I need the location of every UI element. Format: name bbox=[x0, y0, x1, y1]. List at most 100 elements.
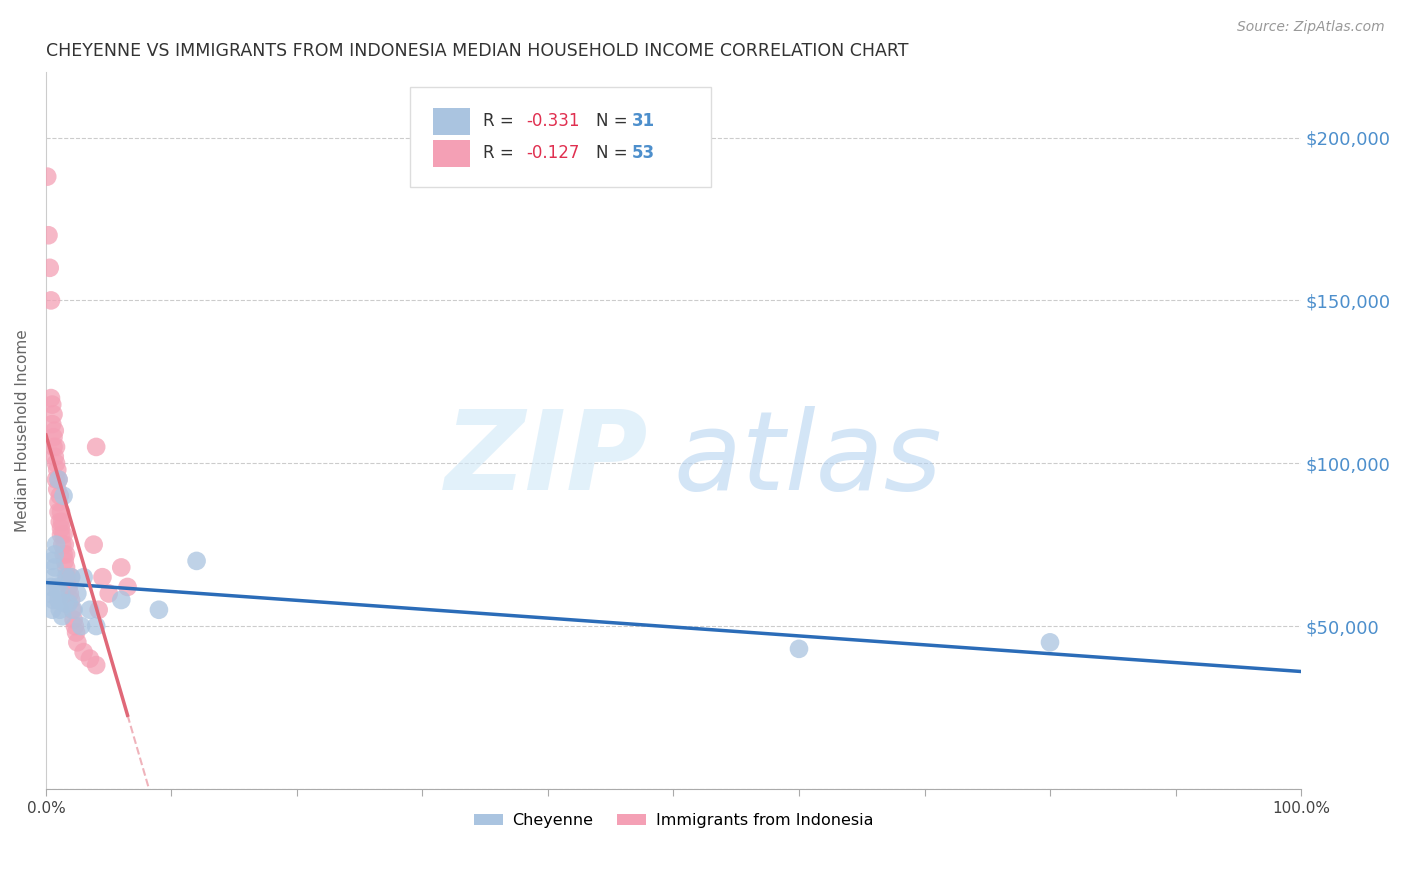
Y-axis label: Median Household Income: Median Household Income bbox=[15, 329, 30, 532]
Point bbox=[53, 596, 76, 610]
Text: atlas: atlas bbox=[673, 406, 942, 513]
Bar bbox=[433, 140, 470, 167]
Text: 31: 31 bbox=[633, 112, 655, 130]
Point bbox=[58, 580, 80, 594]
Point bbox=[51, 609, 73, 624]
Point bbox=[56, 570, 79, 584]
Text: N =: N = bbox=[596, 112, 633, 130]
Point bbox=[42, 430, 65, 444]
Point bbox=[42, 440, 65, 454]
Point bbox=[39, 391, 62, 405]
Point bbox=[70, 619, 93, 633]
Point bbox=[60, 570, 83, 584]
Point bbox=[44, 450, 66, 464]
Text: 53: 53 bbox=[633, 145, 655, 162]
Point bbox=[52, 489, 75, 503]
Point bbox=[72, 645, 94, 659]
Point bbox=[84, 619, 107, 633]
Point bbox=[46, 580, 69, 594]
Point bbox=[63, 619, 86, 633]
Point bbox=[51, 515, 73, 529]
Point bbox=[45, 440, 67, 454]
Point bbox=[41, 398, 63, 412]
Point bbox=[60, 593, 83, 607]
Point bbox=[66, 635, 89, 649]
Point bbox=[48, 505, 70, 519]
Point bbox=[39, 293, 62, 308]
Point bbox=[49, 505, 72, 519]
Text: ZIP: ZIP bbox=[444, 406, 648, 513]
Point bbox=[49, 603, 72, 617]
Point bbox=[49, 521, 72, 535]
Text: -0.127: -0.127 bbox=[527, 145, 581, 162]
Point bbox=[49, 515, 72, 529]
Point bbox=[66, 586, 89, 600]
Point bbox=[41, 603, 63, 617]
Point bbox=[65, 625, 87, 640]
Point bbox=[48, 473, 70, 487]
Point bbox=[45, 473, 67, 487]
Point bbox=[45, 538, 67, 552]
Point bbox=[72, 570, 94, 584]
Point bbox=[55, 560, 77, 574]
Point bbox=[42, 408, 65, 422]
Point bbox=[110, 560, 132, 574]
Bar bbox=[433, 108, 470, 135]
Point bbox=[60, 603, 83, 617]
Point bbox=[44, 424, 66, 438]
Point bbox=[39, 580, 62, 594]
Point bbox=[1039, 635, 1062, 649]
Point bbox=[48, 473, 70, 487]
Point bbox=[42, 593, 65, 607]
Point bbox=[62, 603, 84, 617]
Point bbox=[148, 603, 170, 617]
Point bbox=[51, 538, 73, 552]
Point bbox=[45, 456, 67, 470]
Point bbox=[60, 570, 83, 584]
Point bbox=[52, 528, 75, 542]
Point bbox=[44, 548, 66, 562]
Point bbox=[44, 560, 66, 574]
Point bbox=[62, 613, 84, 627]
Point bbox=[48, 495, 70, 509]
Point bbox=[787, 641, 810, 656]
Point bbox=[48, 593, 70, 607]
Point bbox=[52, 548, 75, 562]
Point bbox=[91, 570, 114, 584]
Point bbox=[49, 586, 72, 600]
Text: R =: R = bbox=[482, 112, 519, 130]
Text: -0.331: -0.331 bbox=[527, 112, 581, 130]
Point bbox=[110, 593, 132, 607]
Point bbox=[46, 463, 69, 477]
Point bbox=[38, 586, 60, 600]
Point bbox=[41, 417, 63, 431]
Point bbox=[37, 169, 59, 184]
Legend: Cheyenne, Immigrants from Indonesia: Cheyenne, Immigrants from Indonesia bbox=[468, 807, 879, 835]
Point bbox=[58, 596, 80, 610]
Point bbox=[55, 570, 77, 584]
Point bbox=[53, 538, 76, 552]
Point bbox=[79, 651, 101, 665]
Text: N =: N = bbox=[596, 145, 633, 162]
Point bbox=[41, 554, 63, 568]
Point bbox=[59, 586, 82, 600]
Point bbox=[55, 548, 77, 562]
Text: R =: R = bbox=[482, 145, 519, 162]
Point bbox=[97, 586, 120, 600]
Point bbox=[87, 603, 110, 617]
FancyBboxPatch shape bbox=[411, 87, 711, 187]
Point bbox=[186, 554, 208, 568]
Point bbox=[117, 580, 139, 594]
Text: Source: ZipAtlas.com: Source: ZipAtlas.com bbox=[1237, 20, 1385, 34]
Point bbox=[84, 658, 107, 673]
Point bbox=[53, 554, 76, 568]
Point bbox=[83, 538, 105, 552]
Point bbox=[38, 260, 60, 275]
Point bbox=[84, 440, 107, 454]
Point bbox=[49, 528, 72, 542]
Point bbox=[37, 228, 59, 243]
Point bbox=[49, 489, 72, 503]
Point bbox=[42, 570, 65, 584]
Text: CHEYENNE VS IMMIGRANTS FROM INDONESIA MEDIAN HOUSEHOLD INCOME CORRELATION CHART: CHEYENNE VS IMMIGRANTS FROM INDONESIA ME… bbox=[46, 42, 908, 60]
Point bbox=[46, 483, 69, 497]
